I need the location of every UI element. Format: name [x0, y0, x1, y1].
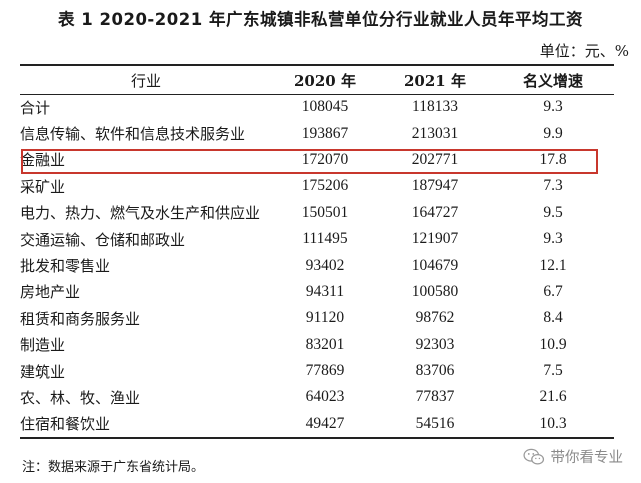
growth-rate: 10.3	[539, 414, 567, 432]
table-row: 建筑业 77869 83706 7.5	[20, 358, 614, 384]
industry-name: 农、林、牧、渔业	[20, 388, 141, 407]
wage-2020: 172070	[301, 150, 349, 168]
wage-2021: 100580	[411, 282, 459, 300]
wage-2020: 64023	[305, 388, 345, 406]
wage-2020: 49427	[305, 414, 345, 432]
wage-2020: 150501	[301, 203, 349, 221]
industry-name: 交通运输、仓储和邮政业	[20, 230, 186, 249]
growth-rate: 9.9	[543, 124, 563, 142]
growth-rate: 7.3	[543, 177, 563, 195]
industry-name: 采矿业	[20, 177, 66, 196]
source-note: 注：数据来源于广东省统计局。	[22, 460, 205, 475]
industry-name: 批发和零售业	[20, 257, 111, 276]
growth-rate: 9.3	[543, 98, 563, 116]
table-row: 合计 108045 118133 9.3	[20, 94, 614, 120]
header-row: 行业 2020 年 2021 年 名义增速	[20, 66, 614, 94]
wage-2020: 77869	[305, 362, 345, 380]
wage-2020: 111495	[302, 230, 348, 248]
header-industry: 行业	[130, 71, 161, 90]
growth-rate: 6.7	[543, 282, 563, 300]
top-rule	[20, 64, 614, 66]
industry-name: 电力、热力、燃气及水生产和供应业	[20, 204, 261, 223]
header-2021: 2021 年	[404, 71, 466, 90]
wage-2020: 91120	[305, 309, 345, 327]
wage-2020: 94311	[305, 282, 345, 300]
wage-2021: 92303	[415, 335, 455, 353]
table-row: 采矿业 175206 187947 7.3	[20, 173, 614, 199]
wage-2021: 98762	[415, 309, 455, 327]
watermark: 带你看专业	[522, 446, 624, 467]
wage-2021: 83706	[415, 362, 455, 380]
table-row: 金融业 172070 202771 17.8	[20, 147, 614, 173]
bottom-rule	[20, 437, 614, 439]
wage-2020: 175206	[301, 177, 349, 195]
wage-table: 行业 2020 年 2021 年 名义增速 合计 108045 118133 9.3 …	[20, 66, 614, 437]
wage-2020: 93402	[305, 256, 345, 274]
growth-rate: 9.3	[543, 230, 563, 248]
growth-rate: 10.9	[539, 335, 567, 353]
wage-2021: 202771	[411, 150, 459, 168]
table-row: 农、林、牧、渔业 64023 77837 21.6	[20, 384, 614, 410]
growth-rate: 21.6	[539, 388, 567, 406]
wage-2020: 193867	[301, 124, 349, 142]
growth-rate: 7.5	[543, 362, 563, 380]
wage-2021: 187947	[411, 177, 459, 195]
industry-name: 房地产业	[20, 283, 81, 302]
industry-name: 租赁和商务服务业	[20, 309, 141, 328]
industry-name: 住宿和餐饮业	[20, 415, 111, 434]
table-row: 交通运输、仓储和邮政业 111495 121907 9.3	[20, 226, 614, 252]
industry-name: 信息传输、软件和信息技术服务业	[20, 125, 246, 144]
wechat-icon	[522, 448, 544, 465]
table-row: 房地产业 94311 100580 6.7	[20, 279, 614, 305]
wage-2021: 118133	[412, 98, 458, 116]
wage-2021: 164727	[411, 203, 459, 221]
growth-rate: 8.4	[543, 309, 563, 327]
table-row: 电力、热力、燃气及水生产和供应业 150501 164727 9.5	[20, 200, 614, 226]
wage-2021: 121907	[411, 230, 459, 248]
industry-name: 合计	[20, 98, 51, 117]
wage-2021: 213031	[411, 124, 459, 142]
table-row: 信息传输、软件和信息技术服务业 193867 213031 9.9	[20, 120, 614, 146]
wage-2021: 104679	[411, 256, 459, 274]
table-title: 表 1 2020-2021 年广东城镇非私营单位分行业就业人员年平均工资	[58, 10, 583, 29]
wage-2021: 77837	[415, 388, 455, 406]
header-growth: 名义增速	[522, 71, 583, 90]
growth-rate: 9.5	[543, 203, 563, 221]
growth-rate: 17.8	[539, 150, 567, 168]
header-rule	[20, 94, 614, 95]
table-row: 住宿和餐饮业 49427 54516 10.3	[20, 411, 614, 437]
growth-rate: 12.1	[539, 256, 567, 274]
unit-label: 单位：元、%	[539, 42, 629, 60]
wage-2020: 83201	[305, 335, 345, 353]
table-row: 批发和零售业 93402 104679 12.1	[20, 252, 614, 278]
industry-name: 金融业	[20, 151, 66, 170]
industry-name: 建筑业	[20, 362, 66, 381]
table-row: 制造业 83201 92303 10.9	[20, 332, 614, 358]
wage-2020: 108045	[301, 98, 349, 116]
wage-2021: 54516	[415, 414, 455, 432]
table-row: 租赁和商务服务业 91120 98762 8.4	[20, 305, 614, 331]
watermark-text: 带你看专业	[550, 450, 624, 466]
industry-name: 制造业	[20, 336, 66, 355]
header-2020: 2020 年	[294, 71, 356, 90]
